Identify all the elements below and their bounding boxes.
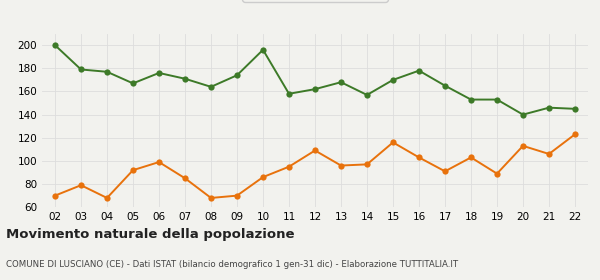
Nascite — [181, 77, 188, 80]
Decessi — [181, 177, 188, 180]
Text: Movimento naturale della popolazione: Movimento naturale della popolazione — [6, 228, 295, 241]
Nascite — [493, 98, 500, 101]
Decessi — [571, 133, 578, 136]
Nascite — [467, 98, 475, 101]
Nascite — [233, 74, 241, 77]
Decessi — [52, 194, 59, 197]
Nascite — [77, 68, 85, 71]
Nascite — [389, 78, 397, 81]
Text: COMUNE DI LUSCIANO (CE) - Dati ISTAT (bilancio demografico 1 gen-31 dic) - Elabo: COMUNE DI LUSCIANO (CE) - Dati ISTAT (bi… — [6, 260, 458, 269]
Nascite — [208, 85, 215, 88]
Decessi — [233, 194, 241, 197]
Nascite — [103, 70, 110, 73]
Decessi — [259, 176, 266, 179]
Line: Decessi: Decessi — [52, 131, 578, 201]
Legend: Nascite, Decessi: Nascite, Decessi — [242, 0, 388, 2]
Decessi — [130, 169, 137, 172]
Nascite — [311, 87, 319, 91]
Decessi — [364, 163, 371, 166]
Nascite — [130, 82, 137, 85]
Nascite — [364, 93, 371, 97]
Decessi — [311, 149, 319, 152]
Decessi — [415, 156, 422, 159]
Decessi — [286, 165, 293, 168]
Nascite — [571, 107, 578, 111]
Decessi — [493, 172, 500, 175]
Decessi — [77, 183, 85, 187]
Decessi — [467, 156, 475, 159]
Decessi — [155, 160, 163, 164]
Decessi — [389, 141, 397, 144]
Decessi — [208, 196, 215, 200]
Decessi — [442, 170, 449, 173]
Decessi — [337, 164, 344, 167]
Nascite — [520, 113, 527, 116]
Nascite — [259, 48, 266, 52]
Nascite — [442, 84, 449, 87]
Nascite — [52, 43, 59, 47]
Decessi — [103, 196, 110, 200]
Nascite — [337, 81, 344, 84]
Nascite — [545, 106, 553, 109]
Nascite — [155, 71, 163, 75]
Decessi — [520, 144, 527, 148]
Decessi — [545, 152, 553, 156]
Line: Nascite: Nascite — [52, 42, 578, 118]
Nascite — [415, 69, 422, 72]
Nascite — [286, 92, 293, 95]
